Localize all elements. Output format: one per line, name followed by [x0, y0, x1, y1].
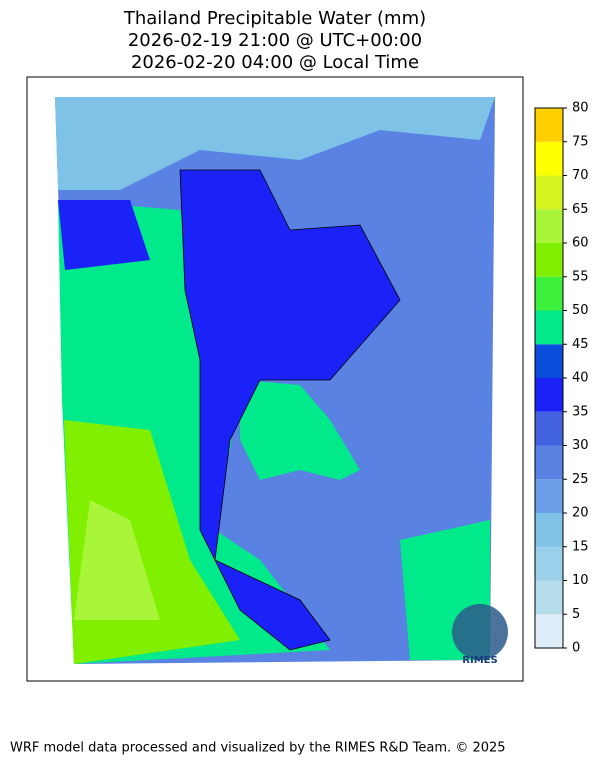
colorbar-bin [535, 310, 563, 345]
colorbar-tick-label: 45 [572, 337, 589, 352]
map-field [240, 380, 360, 480]
colorbar-bin [535, 445, 563, 480]
colorbar-tick-label: 35 [572, 404, 589, 419]
colorbar-bin [535, 175, 563, 210]
colorbar-bin [535, 276, 563, 311]
map: RIMES [26, 76, 524, 682]
map-field [55, 97, 495, 190]
colorbar-tick-label: 0 [572, 641, 580, 656]
map-field [58, 200, 150, 270]
title-line: Thailand Precipitable Water (mm) [123, 8, 426, 29]
colorbar-bin [535, 378, 563, 412]
colorbar-bin [535, 141, 563, 176]
colorbar-tick-label: 65 [572, 202, 589, 217]
colorbar-bin [535, 479, 563, 513]
colorbar-tick-label: 55 [572, 269, 589, 284]
colorbar-bin [535, 513, 563, 547]
colorbar-tick-label: 70 [572, 168, 589, 183]
colorbar-tick-label: 50 [572, 303, 589, 318]
colorbar-bin [535, 209, 563, 243]
colorbar-bin [535, 108, 563, 142]
colorbar-tick-label: 5 [572, 607, 580, 622]
colorbar-bin [535, 546, 563, 581]
colorbar-tick-label: 15 [572, 539, 589, 554]
logo-text: RIMES [462, 655, 497, 666]
colorbar-bin [535, 344, 563, 378]
colorbar-tick-label: 60 [572, 236, 589, 251]
title-line: 2026-02-20 04:00 @ Local Time [131, 52, 419, 73]
colorbar-tick-label: 25 [572, 472, 589, 487]
colorbar-bin [535, 411, 563, 446]
colorbar-tick-label: 10 [572, 573, 589, 588]
colorbar-tick-label: 40 [572, 371, 589, 386]
logo [452, 604, 508, 660]
colorbar-tick-label: 80 [572, 101, 589, 116]
colorbar-tick-label: 75 [572, 134, 589, 149]
thailand-outline [179, 169, 401, 651]
colorbar-bin [535, 614, 563, 648]
colorbar-bin [535, 243, 563, 277]
footer: WRF model data processed and visualized … [10, 741, 506, 756]
map-field [74, 500, 160, 620]
colorbar-tick-label: 30 [572, 438, 589, 453]
colorbar: 0 5 10 15 20 25 30 35 40 45 50 55 60 65 70 75 80 [534, 101, 589, 656]
title-line: 2026-02-19 21:00 @ UTC+00:00 [128, 30, 422, 51]
colorbar-bin [535, 580, 563, 615]
colorbar-tick-label: 20 [572, 506, 589, 521]
